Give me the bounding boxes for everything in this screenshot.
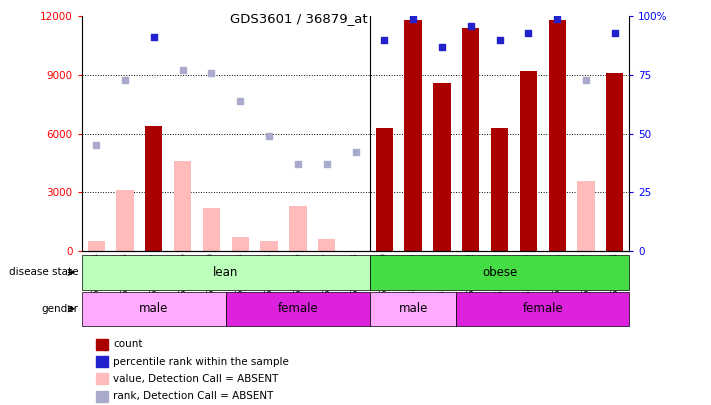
Text: count: count: [113, 339, 142, 350]
Bar: [96, 373, 108, 384]
Point: [494, 36, 506, 43]
Point: [437, 43, 448, 50]
Text: obese: obese: [482, 266, 517, 279]
Text: female: female: [523, 302, 563, 315]
Bar: [145, 126, 162, 251]
Point: [177, 67, 188, 73]
Bar: [318, 239, 336, 251]
Point: [263, 133, 274, 139]
Bar: [370, 255, 629, 290]
Bar: [96, 356, 108, 367]
Bar: [405, 20, 422, 251]
Text: gender: gender: [41, 304, 78, 314]
Bar: [226, 292, 370, 326]
Point: [321, 161, 332, 167]
Point: [609, 30, 621, 36]
Text: rank, Detection Call = ABSENT: rank, Detection Call = ABSENT: [113, 391, 274, 401]
Bar: [82, 292, 226, 326]
Text: male: male: [398, 302, 428, 315]
Point: [148, 34, 159, 40]
Bar: [491, 128, 508, 251]
Point: [552, 15, 563, 22]
Bar: [203, 208, 220, 251]
Bar: [375, 128, 393, 251]
Bar: [96, 390, 108, 402]
Text: male: male: [139, 302, 169, 315]
Bar: [232, 237, 249, 251]
Bar: [260, 241, 278, 251]
Bar: [433, 83, 451, 251]
Bar: [96, 339, 108, 350]
Bar: [289, 206, 306, 251]
Bar: [520, 71, 537, 251]
Point: [292, 161, 304, 167]
Point: [119, 77, 131, 83]
Bar: [87, 241, 105, 251]
Point: [350, 149, 361, 156]
Text: percentile rank within the sample: percentile rank within the sample: [113, 357, 289, 367]
Point: [523, 30, 534, 36]
Point: [379, 36, 390, 43]
Bar: [117, 190, 134, 251]
Bar: [462, 28, 479, 251]
Bar: [174, 161, 191, 251]
Point: [465, 22, 476, 29]
Bar: [606, 73, 624, 251]
Bar: [145, 159, 162, 251]
Text: female: female: [277, 302, 319, 315]
Bar: [456, 292, 629, 326]
Bar: [577, 181, 594, 251]
Bar: [549, 20, 566, 251]
Point: [90, 142, 102, 149]
Text: lean: lean: [213, 266, 238, 279]
Point: [407, 15, 419, 22]
Text: value, Detection Call = ABSENT: value, Detection Call = ABSENT: [113, 374, 279, 384]
Bar: [82, 255, 370, 290]
Text: disease state: disease state: [9, 267, 78, 277]
Point: [205, 69, 217, 76]
Bar: [370, 292, 456, 326]
Point: [235, 98, 246, 104]
Point: [580, 77, 592, 83]
Text: GDS3601 / 36879_at: GDS3601 / 36879_at: [230, 12, 368, 25]
